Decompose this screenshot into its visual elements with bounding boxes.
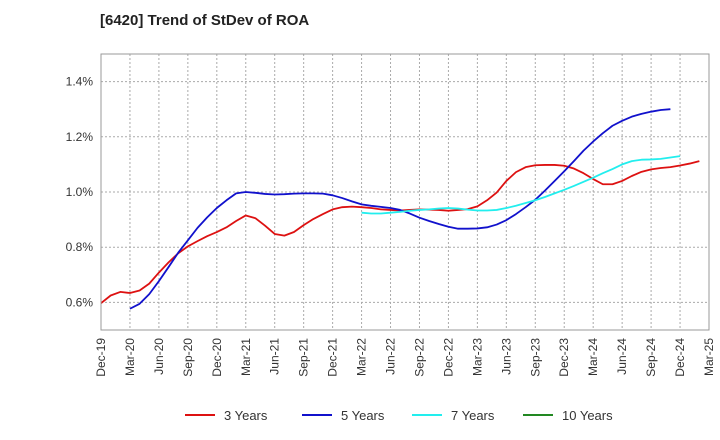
y-tick-label: 0.6%	[66, 295, 94, 309]
legend-label: 5 Years	[341, 408, 385, 423]
x-tick-label: Jun-23	[499, 338, 513, 375]
chart-title: [6420] Trend of StDev of ROA	[100, 12, 310, 29]
x-tick-label: Dec-24	[673, 338, 687, 377]
x-tick-label: Mar-25	[702, 338, 716, 376]
x-tick-label: Mar-20	[123, 338, 137, 376]
x-tick-label: Mar-21	[239, 338, 253, 376]
y-tick-label: 1.0%	[66, 185, 94, 199]
x-tick-label: Sep-21	[297, 338, 311, 377]
x-tick-label: Sep-22	[412, 338, 426, 377]
x-tick-label: Mar-24	[586, 338, 600, 376]
x-tick-label: Dec-19	[94, 338, 108, 377]
x-tick-label: Sep-20	[181, 338, 195, 377]
plot-border	[100, 53, 710, 331]
x-axis-ticks: Dec-19 Mar-20 Jun-20 Sep-20 Dec-20 Mar-21 Jun-…	[94, 338, 716, 377]
x-tick-label: Dec-21	[326, 338, 340, 377]
series-layer	[100, 108, 700, 310]
legend-label: 7 Years	[451, 408, 495, 423]
x-tick-label: Sep-24	[644, 338, 658, 377]
x-tick-label: Dec-23	[557, 338, 571, 377]
x-tick-label: Mar-23	[470, 338, 484, 376]
x-tick-label: Jun-20	[152, 338, 166, 375]
series-line-7-years	[361, 155, 681, 215]
y-tick-label: 1.2%	[66, 130, 94, 144]
x-tick-label: Jun-24	[615, 338, 629, 375]
legend-label: 10 Years	[562, 408, 613, 423]
legend: 3 Years 5 Years 7 Years 10 Years	[185, 408, 613, 423]
legend-label: 3 Years	[224, 408, 268, 423]
x-tick-label: Dec-22	[441, 338, 455, 377]
x-tick-label: Jun-21	[268, 338, 282, 375]
series-line-5-years	[129, 108, 671, 310]
x-tick-label: Sep-23	[528, 338, 542, 377]
x-tick-label: Jun-22	[384, 338, 398, 375]
y-tick-label: 1.4%	[66, 75, 94, 89]
x-tick-label: Mar-22	[355, 338, 369, 376]
y-tick-label: 0.8%	[66, 240, 94, 254]
y-axis-ticks: 0.6% 0.8% 1.0% 1.2% 1.4%	[66, 75, 94, 310]
x-tick-label: Dec-20	[210, 338, 224, 377]
